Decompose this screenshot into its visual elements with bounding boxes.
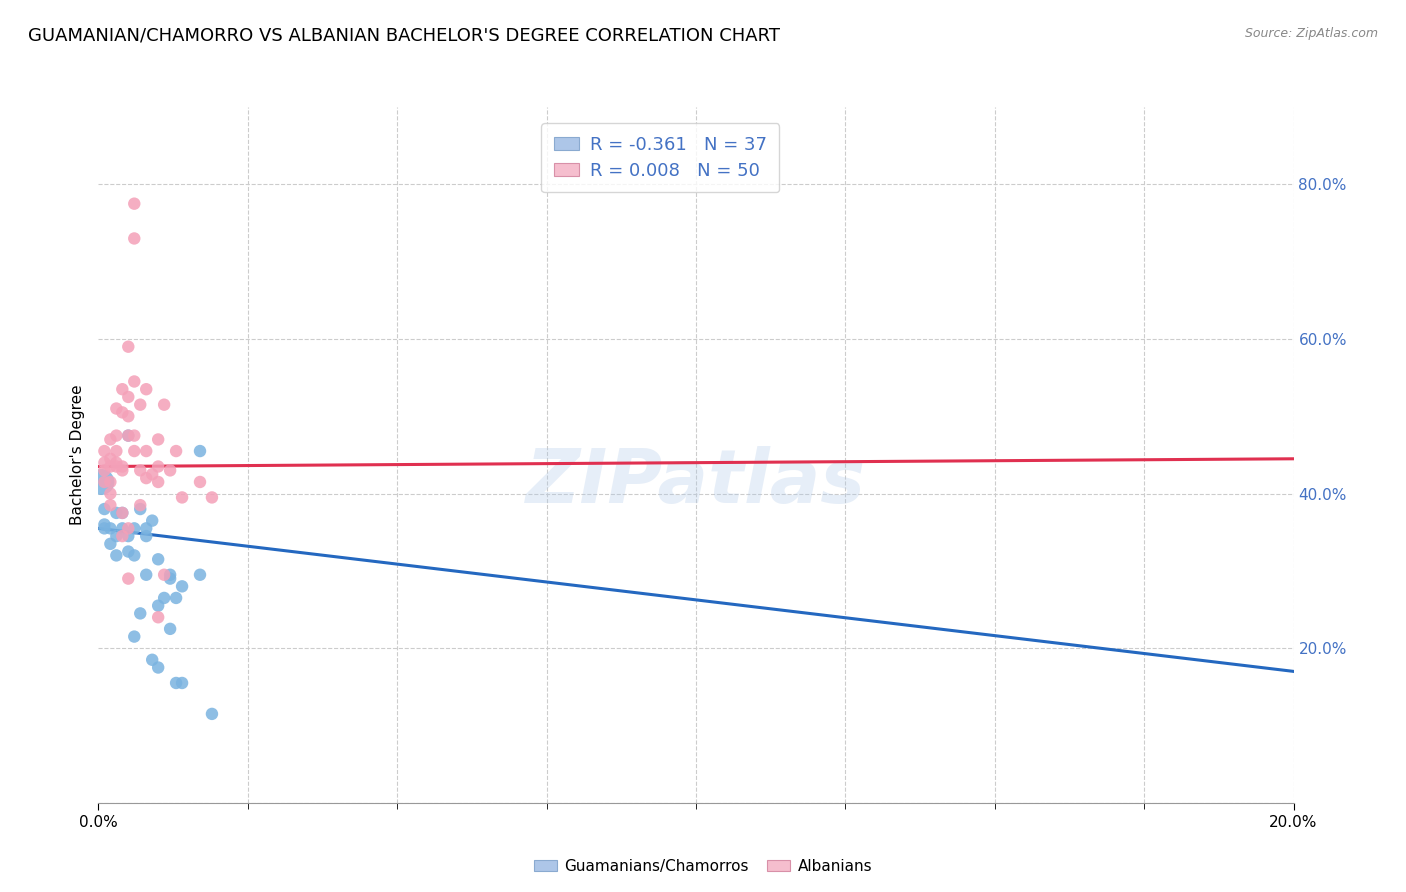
Point (93, 502, 115, 516)
Point (111, 506, 134, 520)
Point (188, 567, 211, 582)
Point (159, 463, 181, 477)
Point (100, 521, 122, 535)
Point (165, 444, 187, 458)
Point (148, 599, 170, 613)
Point (100, 486, 122, 500)
Point (148, 459, 170, 474)
Point (117, 428, 139, 442)
Point (124, 231, 146, 245)
Point (105, 529, 128, 543)
Point (124, 630, 146, 644)
Point (117, 390, 139, 404)
Point (188, 444, 211, 458)
Point (148, 552, 170, 566)
Point (172, 579, 194, 593)
Text: GUAMANIAN/CHAMORRO VS ALBANIAN BACHELOR'S DEGREE CORRELATION CHART: GUAMANIAN/CHAMORRO VS ALBANIAN BACHELOR'… (28, 27, 780, 45)
Point (129, 498, 152, 512)
Point (165, 676, 187, 690)
Point (124, 375, 146, 389)
Point (172, 491, 194, 505)
Point (124, 549, 146, 563)
Point (100, 498, 122, 512)
Point (129, 398, 152, 412)
Point (117, 428, 139, 442)
Point (159, 572, 181, 586)
Point (135, 529, 157, 543)
Point (148, 475, 170, 489)
Point (148, 433, 170, 447)
Point (117, 529, 139, 543)
Point (135, 471, 157, 485)
Point (111, 382, 134, 396)
Point (93, 444, 115, 458)
Point (124, 428, 146, 442)
Point (148, 610, 170, 624)
Point (100, 433, 122, 447)
Point (141, 467, 163, 482)
Point (201, 491, 224, 505)
Point (153, 398, 176, 412)
Point (111, 521, 134, 535)
Point (117, 521, 139, 535)
Point (111, 529, 134, 543)
Point (153, 567, 176, 582)
Point (93, 463, 115, 477)
Point (148, 660, 170, 674)
Point (124, 521, 146, 535)
Y-axis label: Bachelor's Degree: Bachelor's Degree (70, 384, 86, 525)
Point (93, 456, 115, 470)
Point (135, 521, 157, 535)
Point (129, 463, 152, 477)
Point (135, 567, 157, 582)
Point (159, 622, 181, 636)
Point (105, 444, 128, 458)
Text: ZIPatlas: ZIPatlas (526, 446, 866, 519)
Point (141, 514, 163, 528)
Point (117, 572, 139, 586)
Point (135, 382, 157, 396)
Point (111, 506, 134, 520)
Point (90, 475, 112, 489)
Point (105, 459, 128, 474)
Point (201, 706, 224, 721)
Point (124, 444, 146, 458)
Point (105, 428, 128, 442)
Point (93, 517, 115, 532)
Text: Source: ZipAtlas.com: Source: ZipAtlas.com (1244, 27, 1378, 40)
Legend: R = -0.361   N = 37, R = 0.008   N = 50: R = -0.361 N = 37, R = 0.008 N = 50 (541, 123, 779, 193)
Point (100, 451, 122, 466)
Point (159, 567, 181, 582)
Point (129, 607, 152, 621)
Point (141, 653, 163, 667)
Point (117, 544, 139, 558)
Point (105, 456, 128, 470)
Point (129, 502, 152, 516)
Point (100, 537, 122, 551)
Point (188, 475, 211, 489)
Point (172, 676, 194, 690)
Point (93, 521, 115, 535)
Point (117, 340, 139, 354)
Point (105, 549, 128, 563)
Point (124, 196, 146, 211)
Point (117, 409, 139, 424)
Point (105, 401, 128, 416)
Point (93, 475, 115, 489)
Point (111, 405, 134, 419)
Point (135, 444, 157, 458)
Point (100, 475, 122, 489)
Point (111, 463, 134, 477)
Legend: Guamanians/Chamorros, Albanians: Guamanians/Chamorros, Albanians (527, 853, 879, 880)
Point (100, 459, 122, 474)
Point (153, 591, 176, 605)
Point (165, 591, 187, 605)
Point (111, 459, 134, 474)
Point (105, 506, 128, 520)
